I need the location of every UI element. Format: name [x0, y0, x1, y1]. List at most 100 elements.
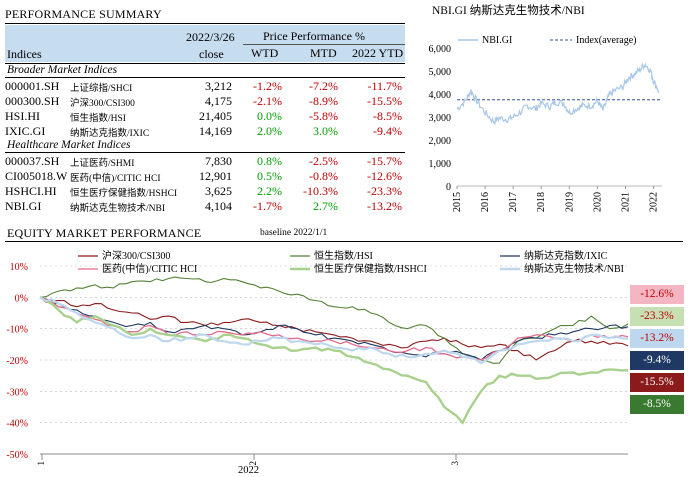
mtd-value: -7.2%: [309, 79, 338, 93]
x-tick-label: 2018: [536, 192, 547, 212]
ytd-value: -12.6%: [367, 169, 402, 183]
table-row: CI005018.W 医药(中信)/CITIC HCI 12,901 0.5% -0.8…: [0, 169, 410, 185]
y-tick-label: 0%: [15, 293, 28, 304]
ytd-value: -11.7%: [367, 79, 402, 93]
x-tick-label: 3: [450, 461, 460, 466]
legend-label: 纳斯达克生物技术/NBI: [524, 262, 624, 275]
wtd-value: 2.2%: [257, 184, 282, 198]
legend-label-nbi: NBI.GI: [482, 35, 512, 46]
mtd-value: -5.8%: [309, 109, 338, 123]
section-divider: [5, 152, 405, 153]
x-tick-label: 2015: [452, 192, 463, 212]
y-tick-label: 10%: [10, 262, 28, 273]
y-tick-label: 3,000: [429, 113, 452, 124]
legend-label: 恒生指数/HSI: [314, 249, 373, 262]
table-row: NBI.GI 纳斯达克生物技术/NBI 4,104 -1.7% 2.7% -13.2%: [0, 199, 410, 215]
mtd-value: 2.7%: [313, 199, 338, 213]
equity-title: EQUITY MARKET PERFORMANCE: [7, 226, 202, 240]
table-row: HSHCI.HI 恒生医疗保健指数/HSHCI 3,625 2.2% -10.3% -23…: [0, 184, 410, 200]
nbi-chart: NBI.GI 纳斯达克生物技术/NBI 6,000 5,000 4,000 3,000…: [429, 3, 662, 212]
x-tick-label: 2: [248, 461, 258, 466]
y-tick-label: -50%: [6, 450, 28, 461]
series-line: [39, 296, 629, 361]
index-name: 上证综指/SHCI: [70, 84, 133, 94]
ytd-value: -9.4%: [373, 124, 402, 138]
ytd-value: -15.5%: [367, 94, 402, 108]
series-line: [39, 296, 629, 365]
y-tick-label: 4,000: [429, 90, 452, 101]
x-axis-label: 2022: [238, 465, 259, 476]
y-tick-label: -20%: [6, 356, 28, 367]
wtd-value: 2.0%: [257, 124, 282, 138]
col-close: close: [199, 47, 224, 61]
series-line: [39, 296, 629, 425]
close-value: 3,625: [205, 184, 232, 198]
section-header: Broader Market Indices: [7, 64, 118, 76]
y-tick-label: -40%: [6, 419, 28, 430]
close-value: 4,104: [205, 199, 232, 213]
table-row: 000300.SH 沪深300/CSI300 4,175 -2.1% -8.9% -15.…: [0, 94, 410, 110]
col-mtd: MTD: [310, 46, 337, 60]
col-wtd: WTD: [251, 46, 279, 60]
x-tick-label: 2017: [508, 192, 519, 212]
wtd-value: -2.1%: [253, 94, 282, 108]
mtd-value: -8.9%: [309, 94, 338, 108]
table-header: [5, 25, 405, 62]
wtd-value: 0.5%: [257, 169, 282, 183]
col-ytd: 2022 YTD: [352, 46, 404, 60]
index-name: 纳斯达克生物技术/NBI: [70, 204, 166, 214]
mtd-value: -10.3%: [303, 184, 338, 198]
index-name: 医药(中信)/CITIC HCI: [70, 174, 161, 184]
y-tick-label: 0: [446, 182, 451, 193]
x-tick-label: 1: [36, 461, 46, 466]
wtd-value: 0.8%: [257, 154, 282, 168]
y-tick-label: 6,000: [429, 44, 452, 55]
table-row: 000037.SH 上证医药/SHMI 7,830 0.8% -2.5% -15.7%: [0, 154, 410, 170]
close-value: 21,405: [199, 109, 232, 123]
index-code: CI005018.W: [5, 169, 68, 183]
equity-chart: 10% 0% -10% -20% -30% -40% -50% 1 2 3 2022 沪深300/C…: [6, 249, 629, 476]
close-value: 3,212: [205, 79, 232, 93]
x-tick-label: 2020: [592, 192, 603, 212]
summary-title: PERFORMANCE SUMMARY: [5, 7, 162, 21]
index-code: IXIC.GI: [5, 124, 46, 138]
legend-label: 纳斯达克指数/IXIC: [524, 249, 608, 262]
group-header: Price Performance %: [263, 29, 365, 43]
close-value: 14,169: [199, 124, 232, 138]
index-name: 纳斯达克指数/IXIC: [70, 129, 150, 139]
series-line: [39, 276, 629, 364]
x-tick-label: 2021: [620, 192, 631, 212]
end-value-badge: -9.4%: [630, 351, 684, 370]
x-tick-label: 2019: [564, 192, 575, 212]
end-value-badge: -12.6%: [630, 285, 684, 304]
x-tick-label: 2016: [480, 192, 491, 212]
close-value: 7,830: [205, 154, 232, 168]
y-tick-label: -10%: [6, 325, 28, 336]
table-row: HSI.HI 恒生指数/HSI 21,405 0.0% -5.8% -8.5%: [0, 109, 410, 125]
series-line: [39, 296, 629, 361]
legend-label-average: Index(average): [576, 35, 637, 46]
legend-label: 沪深300/CSI300: [102, 249, 170, 262]
legend-label: 医药(中信)/CITIC HCI: [102, 262, 197, 275]
ytd-value: -8.5%: [373, 109, 402, 123]
index-name: 恒生医疗保健指数/HSHCI: [70, 189, 178, 199]
x-tick-label: 2022: [649, 192, 660, 212]
nbi-chart-title: NBI.GI 纳斯达克生物技术/NBI: [432, 3, 585, 17]
y-tick-label: 2,000: [429, 136, 452, 147]
y-tick-label: 5,000: [429, 67, 452, 78]
index-code: NBI.GI: [5, 199, 42, 213]
mtd-value: -2.5%: [309, 154, 338, 168]
table-row: 000001.SH 上证综指/SHCI 3,212 -1.2% -7.2% -11.7%: [0, 79, 410, 95]
index-code: 000001.SH: [5, 79, 60, 93]
wtd-value: 0.0%: [257, 109, 282, 123]
close-value: 12,901: [199, 169, 232, 183]
nbi-series-line: [456, 61, 660, 126]
wtd-value: -1.2%: [253, 79, 282, 93]
index-name: 恒生指数/HSI: [70, 114, 126, 124]
ytd-value: -23.3%: [367, 184, 402, 198]
ytd-value: -15.7%: [367, 154, 402, 168]
col-indices: Indices: [7, 47, 42, 61]
baseline-label: baseline 2022/1/1: [260, 228, 328, 238]
end-value-badge: -13.2%: [630, 329, 684, 348]
